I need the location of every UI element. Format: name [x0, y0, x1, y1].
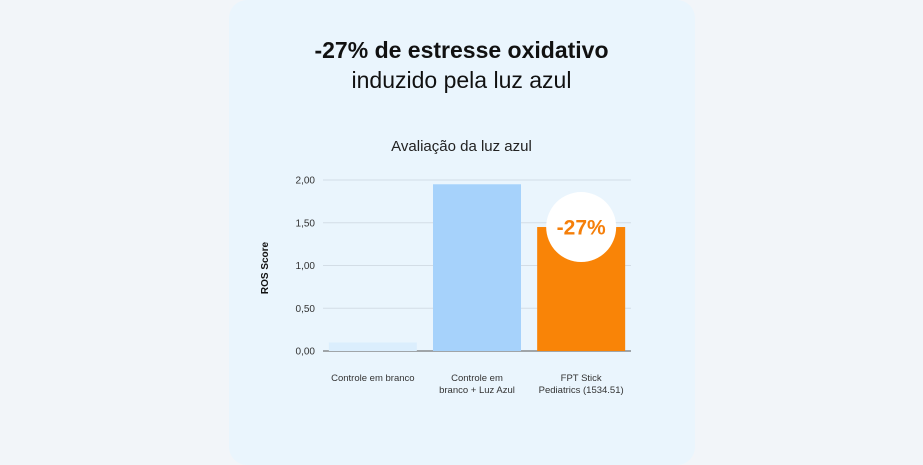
- bar: [328, 342, 417, 351]
- headline-line-1: -27% de estresse oxidativo: [314, 37, 609, 63]
- y-tick-label: 0,50: [296, 304, 316, 315]
- headline: -27% de estresse oxidativo induzido pela…: [0, 36, 923, 94]
- category-label: Controle em: [451, 373, 503, 384]
- annotation-badge: [546, 192, 617, 263]
- category-label: Controle em branco: [331, 373, 414, 384]
- y-axis-label: ROS Score: [260, 241, 271, 294]
- category-label: branco + Luz Azul: [439, 385, 515, 396]
- annotation-label: -27%: [557, 217, 606, 240]
- chart-title: Avaliação da luz azul: [391, 138, 532, 155]
- y-tick-label: 1,50: [296, 218, 316, 229]
- y-tick-label: 2,00: [296, 176, 316, 187]
- headline-line-2: induzido pela luz azul: [351, 67, 572, 93]
- y-tick-label: 1,00: [296, 261, 316, 272]
- category-label: FPT Stick: [561, 373, 602, 384]
- y-tick-label: 0,00: [296, 347, 316, 358]
- category-label: Pediatrics (1534.51): [539, 385, 624, 396]
- bar: [433, 184, 521, 351]
